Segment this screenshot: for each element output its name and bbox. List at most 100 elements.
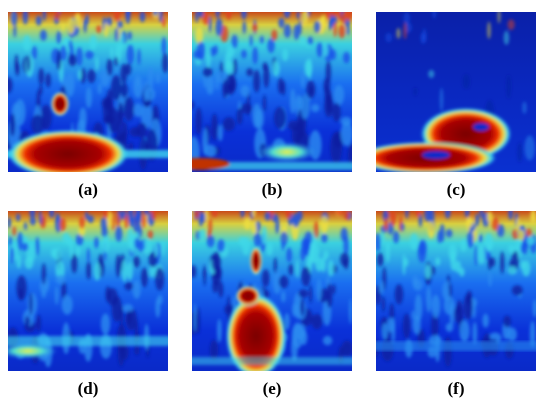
blob	[71, 253, 78, 274]
blob	[386, 317, 395, 333]
blob	[142, 239, 152, 254]
blob	[196, 41, 206, 61]
blob	[198, 228, 206, 242]
blob	[35, 236, 40, 256]
blob	[68, 39, 73, 50]
blob	[105, 286, 111, 303]
blob	[411, 310, 415, 320]
blob	[61, 23, 65, 32]
blob	[275, 218, 280, 234]
blob	[93, 262, 101, 281]
blob	[392, 230, 400, 244]
blob	[252, 46, 259, 65]
blob	[111, 74, 122, 101]
blob	[426, 286, 432, 313]
blob	[104, 22, 109, 37]
blob	[466, 230, 474, 249]
blob	[87, 69, 96, 84]
blob	[136, 122, 148, 139]
feature	[8, 92, 168, 172]
blob	[114, 56, 119, 67]
blob	[439, 223, 445, 243]
blob	[342, 51, 351, 64]
blob	[267, 38, 275, 54]
blob	[41, 263, 46, 285]
blob	[313, 220, 319, 239]
blob	[431, 265, 436, 275]
blob	[124, 282, 134, 291]
blob	[133, 103, 143, 118]
feature	[376, 108, 511, 172]
blob	[319, 16, 325, 34]
blob	[94, 236, 99, 249]
blob	[297, 211, 303, 221]
blob	[478, 234, 483, 243]
blob	[29, 292, 33, 316]
blob	[246, 68, 254, 77]
blob	[77, 69, 82, 80]
band	[192, 357, 352, 365]
blob	[134, 345, 140, 356]
blob	[412, 275, 419, 287]
blob	[308, 248, 313, 267]
blob	[115, 254, 121, 278]
blob	[297, 96, 304, 110]
blob	[345, 12, 352, 21]
blob	[482, 313, 489, 328]
scalogram	[376, 211, 536, 371]
blob	[445, 228, 453, 238]
blob	[18, 288, 23, 301]
blob	[532, 299, 536, 318]
blob	[209, 339, 219, 361]
blob	[76, 47, 83, 66]
blob	[474, 245, 478, 267]
blob	[503, 315, 512, 328]
blob	[428, 69, 435, 79]
blob	[198, 12, 204, 18]
panel-label: (d)	[78, 379, 99, 398]
blob	[217, 124, 223, 142]
blob	[325, 12, 331, 19]
blob	[282, 48, 289, 62]
blob	[224, 84, 235, 95]
blob	[211, 211, 218, 218]
blob	[55, 212, 59, 223]
blob	[293, 218, 299, 228]
blob	[56, 31, 62, 44]
blob	[479, 211, 484, 218]
blob	[54, 285, 59, 305]
blob	[31, 45, 38, 60]
feature	[192, 247, 352, 371]
blob	[196, 307, 201, 335]
blob	[285, 211, 293, 219]
blob	[343, 258, 349, 270]
blob	[16, 213, 21, 222]
hot-spot	[192, 158, 230, 170]
panel-label: (b)	[262, 180, 283, 199]
blob	[273, 257, 277, 274]
blob	[348, 143, 352, 167]
texture	[376, 211, 536, 368]
blob	[403, 12, 410, 26]
blob	[491, 217, 499, 231]
blob	[300, 298, 305, 316]
blob	[55, 274, 66, 285]
blob	[448, 282, 452, 297]
band	[192, 162, 352, 170]
blob	[208, 15, 212, 33]
blob	[385, 32, 393, 43]
blob	[100, 217, 108, 231]
blob	[120, 63, 128, 84]
band	[8, 336, 168, 346]
blob	[102, 234, 110, 253]
blob	[204, 211, 209, 222]
blob	[110, 46, 114, 59]
blob	[390, 211, 397, 226]
blob	[417, 241, 427, 263]
blob	[511, 285, 523, 296]
blob	[308, 284, 313, 304]
blob	[328, 19, 333, 31]
blob	[148, 265, 156, 278]
blob	[300, 71, 305, 89]
blob	[133, 75, 143, 99]
